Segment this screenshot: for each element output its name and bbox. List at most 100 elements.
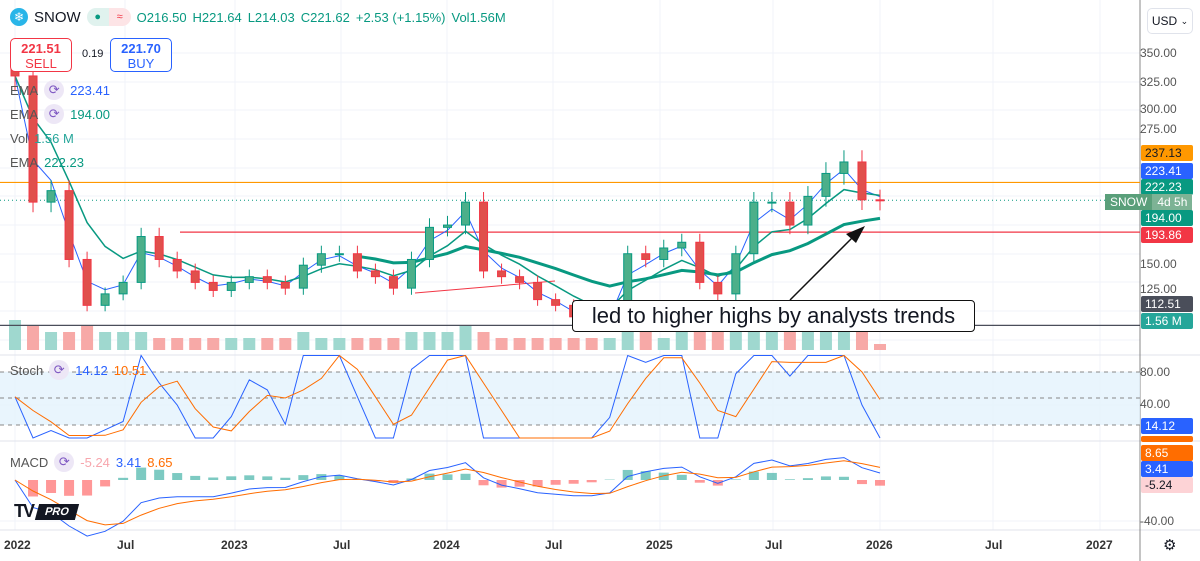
candle-body bbox=[461, 201, 471, 226]
price-tag-ema-mid: 222.23 bbox=[1141, 179, 1193, 195]
time-tick: 2024 bbox=[433, 538, 460, 552]
macd-hist-tag: -5.24 bbox=[1141, 477, 1193, 493]
candle-body bbox=[172, 258, 182, 272]
sell-price: 221.51 bbox=[21, 41, 61, 56]
macd-histogram-bar bbox=[28, 480, 39, 497]
vol-legend[interactable]: Vol 1.56 M bbox=[10, 131, 74, 146]
snow-tag-symbol: SNOW bbox=[1105, 194, 1153, 210]
settings-gear-icon[interactable]: ⚙ bbox=[1163, 537, 1177, 554]
ema-legend-2[interactable]: EMA ⟳ 194.00 bbox=[10, 104, 110, 124]
volume-bar bbox=[801, 332, 814, 350]
refresh-icon[interactable]: ⟳ bbox=[44, 104, 65, 124]
sell-button[interactable]: 221.51 SELL bbox=[10, 38, 72, 72]
volume-bar bbox=[261, 338, 274, 350]
volume-bar bbox=[9, 320, 21, 350]
macd-tag: 3.41 bbox=[1141, 461, 1193, 477]
macd-signal-tag: 8.65 bbox=[1141, 445, 1193, 461]
macd-histogram-bar bbox=[514, 480, 525, 487]
volume-bar bbox=[279, 338, 292, 350]
volume-bar bbox=[333, 338, 346, 350]
indicator-value: 194.00 bbox=[70, 106, 110, 122]
symbol-legend: ❄ SNOW ● ≈ O216.50 H221.64 L214.03 C221.6… bbox=[10, 8, 506, 26]
macd-histogram-bar bbox=[118, 477, 129, 480]
ema-legend-1[interactable]: EMA ⟳ 223.41 bbox=[10, 80, 110, 100]
macd-histogram-bar bbox=[802, 478, 813, 480]
volume-bar bbox=[837, 326, 850, 350]
macd-histogram-bar bbox=[586, 480, 597, 483]
volume-bar bbox=[603, 338, 616, 350]
time-tick: Jul bbox=[545, 538, 563, 552]
macd-histogram-bar bbox=[226, 476, 237, 480]
volume-bar bbox=[243, 338, 256, 350]
macd-histogram-bar bbox=[568, 480, 579, 484]
volume-bar bbox=[495, 338, 508, 350]
candle-body bbox=[64, 190, 74, 260]
candle-body bbox=[244, 276, 254, 283]
volume-bar bbox=[315, 338, 328, 350]
annotation-arrow-line bbox=[789, 231, 859, 301]
buy-button[interactable]: 221.70 BUY bbox=[110, 38, 172, 72]
volume-bar bbox=[27, 326, 40, 350]
market-status[interactable]: ● ≈ bbox=[86, 8, 131, 26]
macd-histogram-bar bbox=[262, 476, 273, 480]
macd-histogram-bar bbox=[784, 479, 795, 480]
ohlc-open: O216.50 bbox=[136, 9, 187, 25]
ema-slow-line bbox=[357, 216, 881, 288]
time-tick: 2026 bbox=[866, 538, 893, 552]
macd-histogram-bar bbox=[298, 475, 309, 480]
symbol-name[interactable]: SNOW bbox=[34, 8, 81, 26]
candle-body bbox=[100, 293, 110, 306]
macd-legend[interactable]: MACD ⟳ -5.24 3.41 8.65 bbox=[10, 452, 173, 472]
candle-body bbox=[226, 281, 236, 291]
ohlc-low: L214.03 bbox=[247, 9, 295, 25]
tradingview-logo: TV PRO bbox=[14, 501, 80, 522]
macd-histogram-bar bbox=[730, 479, 741, 480]
macd-histogram-bar bbox=[172, 473, 183, 480]
macd-histogram-bar bbox=[100, 480, 111, 487]
time-tick: Jul bbox=[765, 538, 783, 552]
annotation-callout[interactable]: led to higher highs by analysts trends bbox=[572, 300, 975, 332]
stoch-tick: 40.00 bbox=[1140, 397, 1171, 411]
candle-body bbox=[388, 276, 398, 289]
stoch-legend[interactable]: Stoch ⟳ 14.12 10.51 bbox=[10, 360, 146, 380]
macd-histogram-bar bbox=[820, 476, 831, 480]
indicator-value: 1.56 M bbox=[34, 131, 74, 146]
ema-legend-3[interactable]: EMA 222.23 bbox=[10, 155, 84, 170]
macd-histogram-bar bbox=[190, 475, 201, 480]
macd-histogram-bar bbox=[622, 469, 633, 480]
macd-hist-value: -5.24 bbox=[80, 454, 110, 470]
macd-histogram-bar bbox=[208, 477, 219, 480]
refresh-icon[interactable]: ⟳ bbox=[44, 80, 65, 100]
volume-bar bbox=[477, 332, 490, 350]
macd-value: 3.41 bbox=[115, 454, 142, 470]
volume-bar bbox=[855, 332, 868, 350]
volume-bar bbox=[297, 332, 310, 350]
currency-select[interactable]: USD ⌄ bbox=[1147, 8, 1193, 34]
time-tick: Jul bbox=[985, 538, 1003, 552]
candle-body bbox=[839, 161, 849, 174]
indicator-name: Vol bbox=[10, 131, 29, 146]
time-tick: 2025 bbox=[646, 538, 673, 552]
indicator-name: Stoch bbox=[10, 362, 44, 378]
refresh-icon[interactable]: ⟳ bbox=[54, 452, 75, 472]
buy-price: 221.70 bbox=[121, 41, 161, 56]
refresh-icon[interactable]: ⟳ bbox=[49, 360, 70, 380]
price-tag-237: 237.13 bbox=[1141, 145, 1193, 161]
candle-body bbox=[424, 226, 434, 260]
volume-bar bbox=[99, 332, 112, 350]
macd-histogram-bar bbox=[766, 472, 777, 480]
candle-body bbox=[785, 201, 795, 226]
candle-body bbox=[262, 276, 272, 283]
candle-body bbox=[677, 241, 687, 249]
macd-histogram-bar bbox=[748, 471, 759, 480]
macd-histogram-bar bbox=[694, 480, 705, 483]
price-tick: 325.00 bbox=[1140, 75, 1177, 89]
stoch-k-line bbox=[14, 354, 881, 439]
indicator-name: EMA bbox=[10, 82, 39, 98]
candle-body bbox=[515, 276, 525, 283]
candle-body bbox=[767, 201, 777, 204]
volume-bar bbox=[874, 344, 886, 350]
volume-bar bbox=[387, 338, 400, 350]
volume-bar bbox=[117, 332, 130, 350]
